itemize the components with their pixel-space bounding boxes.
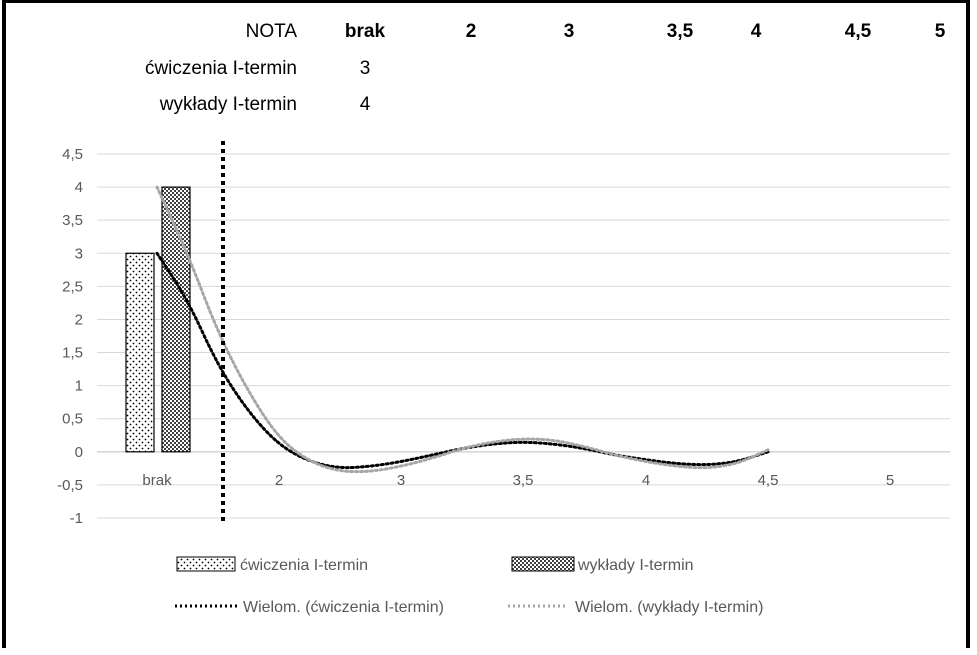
legend-swatch-wyklady [511,556,575,572]
y-tick-label: 3 [75,245,83,262]
x-tick-label: brak [142,472,172,489]
x-tick-label: 3 [397,472,405,489]
legend: ćwiczenia I-termin wykłady I-termin Wiel… [175,556,763,616]
y-tick-label: 2,5 [62,278,83,295]
table-cell-cwiczenia-brak: 3 [360,58,371,79]
legend-label-wielom-wyklady: Wielom. (wykłady I-termin) [575,599,763,616]
bars [125,186,191,453]
legend-swatch-cwiczenia [176,556,236,572]
table-columns: brak 2 3 3,5 4 4,5 5 [345,21,946,42]
y-axis-ticks: 4,5 4 3,5 3 2,5 2 1,5 1 0,5 0 -0,5 -1 [57,146,83,527]
y-tick-label: 3,5 [62,212,83,229]
trendline-cwiczenia [155,251,770,470]
table-column-header: 3,5 [667,21,694,42]
table-column-header: 3 [564,21,575,42]
x-tick-label: 4,5 [758,472,779,489]
trendline-wyklady [155,185,770,474]
x-axis-ticks: brak 2 3 3,5 4 4,5 5 [142,472,894,489]
y-tick-label: 4 [75,179,83,196]
x-tick-label: 5 [886,472,894,489]
legend-label-wielom-cwiczenia: Wielom. (ćwiczenia I-termin) [243,599,444,616]
legend-label-wyklady: wykłady I-termin [577,557,694,574]
x-tick-label: 4 [642,472,650,489]
y-tick-label: -0,5 [57,477,83,494]
table-column-header: 4,5 [845,21,872,42]
table-row-label-wyklady: wykłady I-termin [159,94,297,115]
bar-wyklady [161,186,191,453]
grid-lines [97,153,950,519]
y-tick-label: -1 [70,510,83,527]
y-tick-label: 1,5 [62,345,83,362]
y-tick-label: 0,5 [62,411,83,428]
table-row-label-cwiczenia: ćwiczenia I-termin [145,58,297,79]
legend-label-cwiczenia: ćwiczenia I-termin [240,557,368,574]
x-tick-label: 2 [275,472,283,489]
table-column-header: 5 [935,21,946,42]
y-tick-label: 1 [75,378,83,395]
y-tick-label: 2 [75,311,83,328]
table-column-header: brak [345,21,386,42]
bar-cwiczenia [125,252,155,453]
table-column-header: 4 [751,21,762,42]
trendlines [155,185,770,474]
table-column-header: 2 [466,21,477,42]
x-tick-label: 3,5 [513,472,534,489]
y-tick-label: 4,5 [62,146,83,163]
y-tick-label: 0 [75,444,83,461]
table-header-label: NOTA [246,21,298,42]
table-cell-wyklady-brak: 4 [360,94,371,115]
